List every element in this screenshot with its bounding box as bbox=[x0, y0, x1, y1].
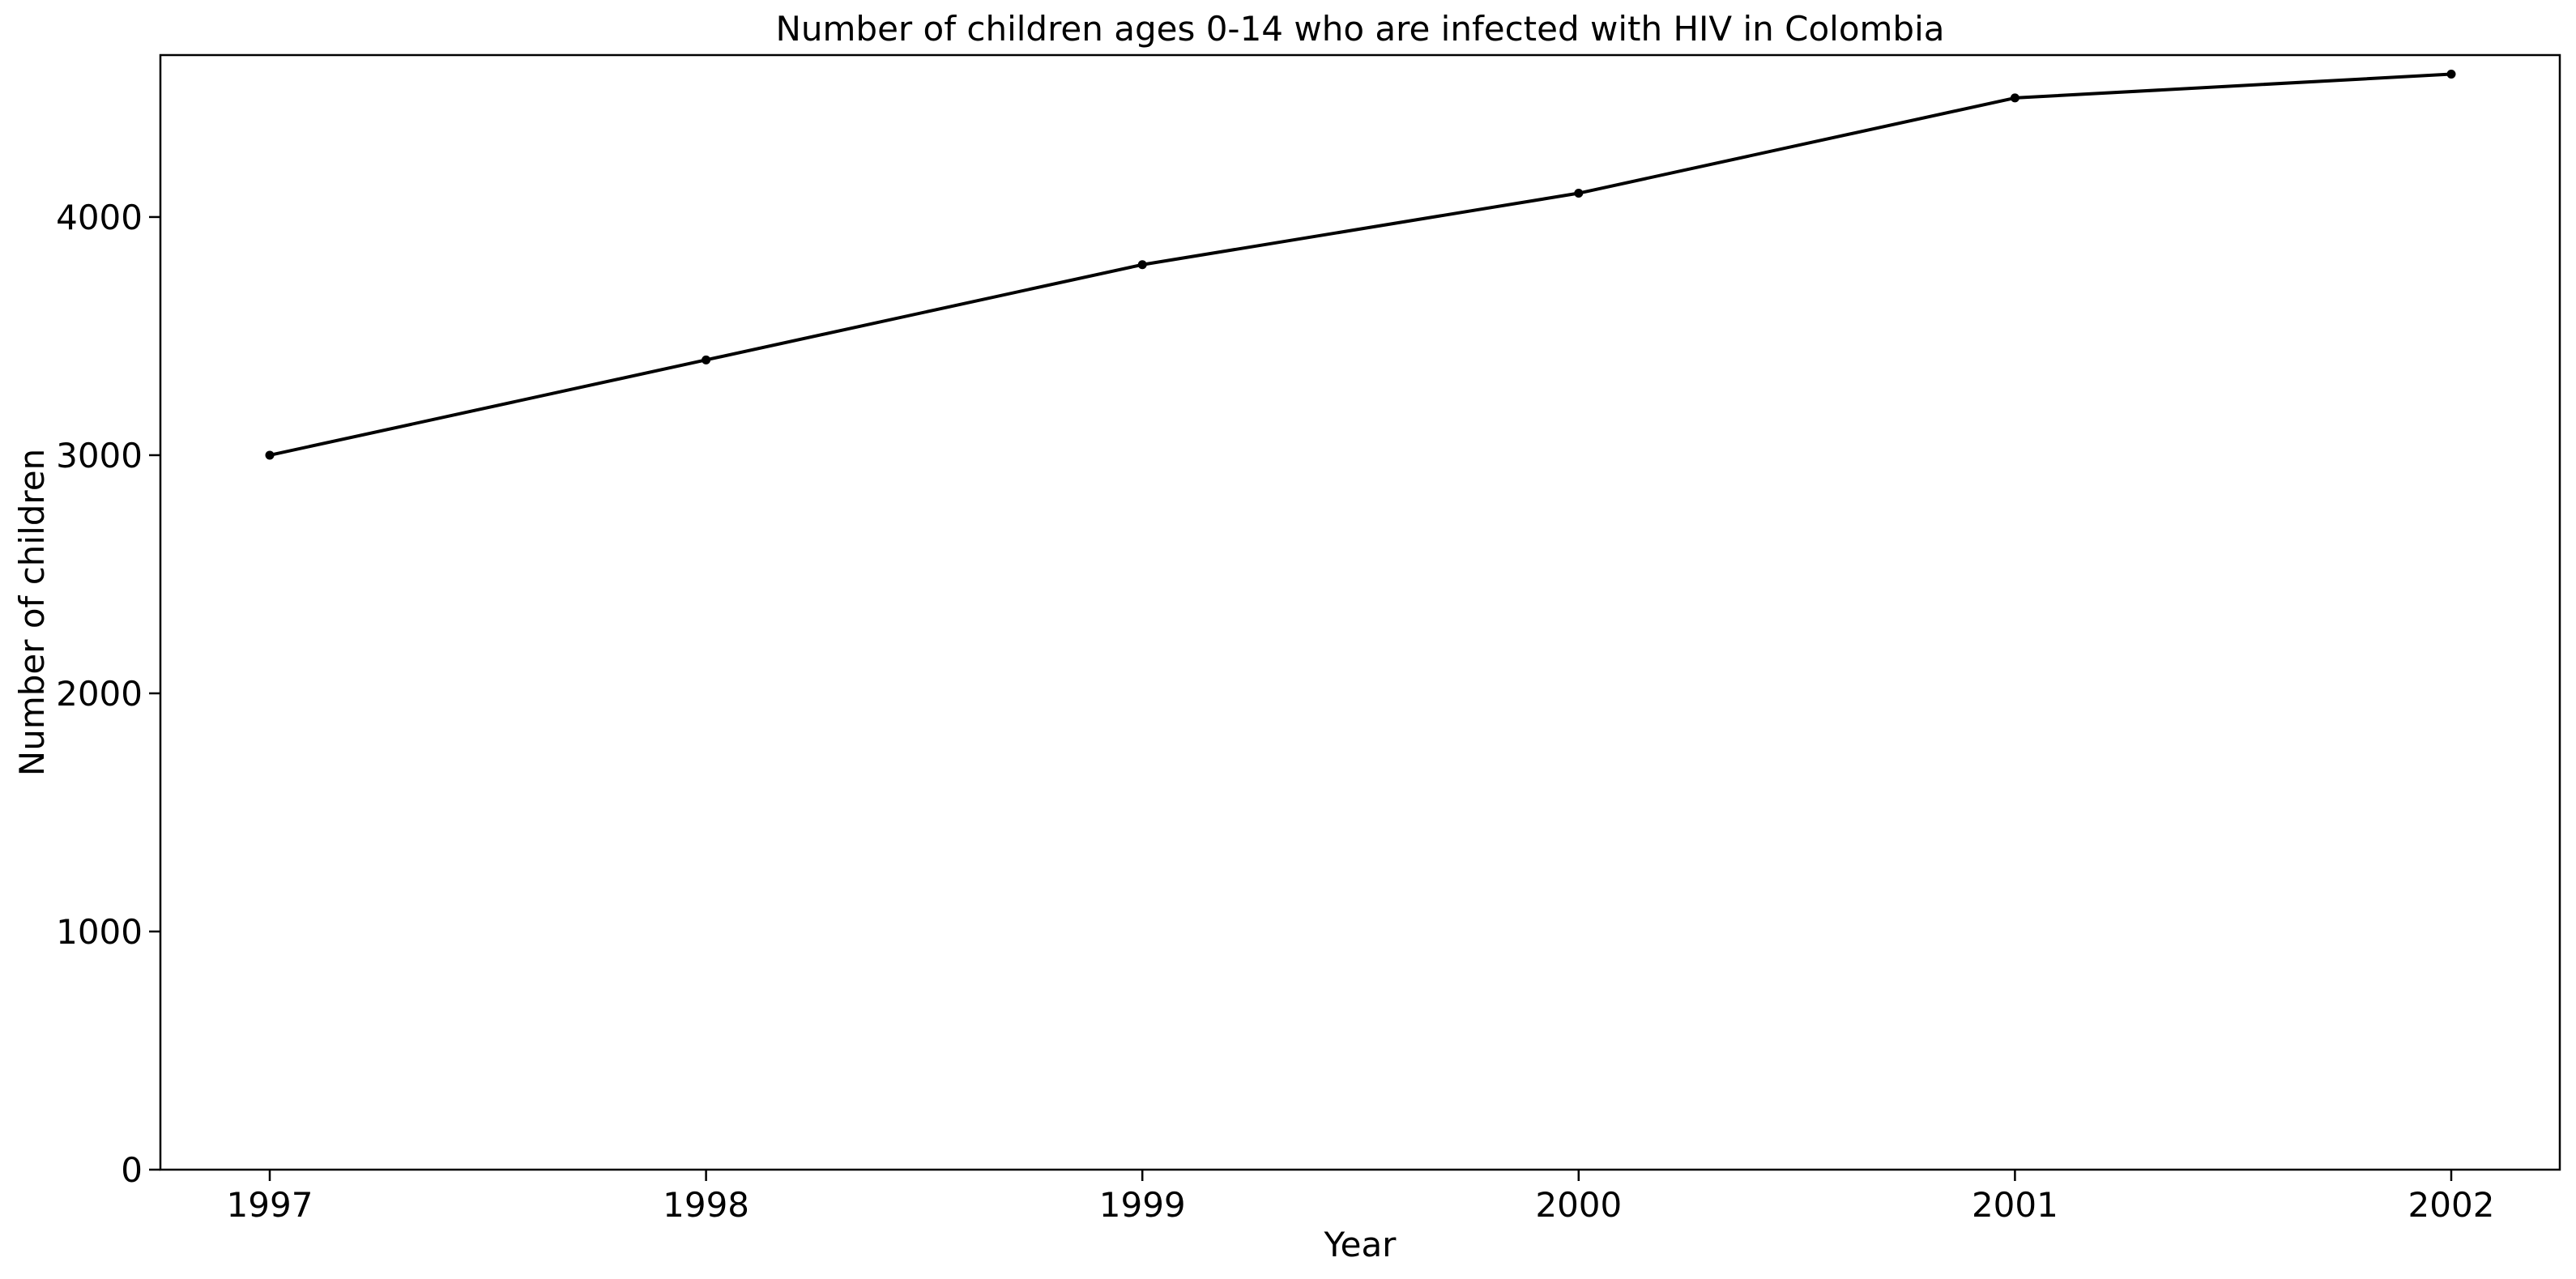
y-tick-label: 4000 bbox=[56, 198, 143, 237]
series-line bbox=[269, 72, 2452, 457]
x-tick-label: 1998 bbox=[663, 1185, 749, 1225]
data-point bbox=[1574, 189, 1584, 198]
x-tick-label: 2000 bbox=[1535, 1185, 1622, 1225]
data-point bbox=[702, 355, 711, 365]
x-tick-label: 1999 bbox=[1099, 1185, 1186, 1225]
y-axis-ticks: 0 1000 2000 3000 4000 bbox=[56, 198, 160, 1190]
y-axis-label: Number of children bbox=[12, 449, 52, 776]
data-point bbox=[2446, 70, 2456, 79]
x-tick-label: 2002 bbox=[2408, 1185, 2495, 1225]
x-axis-ticks: 1997 1998 1999 2000 2001 2002 bbox=[227, 1170, 2495, 1225]
chart-title: Number of children ages 0-14 who are inf… bbox=[775, 9, 1944, 49]
data-point bbox=[265, 450, 275, 460]
y-tick-label: 2000 bbox=[56, 674, 143, 714]
x-tick-label: 1997 bbox=[227, 1185, 313, 1225]
x-tick-label: 2001 bbox=[1972, 1185, 2058, 1225]
y-tick-label: 1000 bbox=[56, 912, 143, 952]
y-tick-label: 0 bbox=[121, 1150, 143, 1190]
series-layer bbox=[265, 70, 2456, 460]
y-tick-label: 3000 bbox=[56, 436, 143, 475]
data-point bbox=[2010, 93, 2019, 103]
x-axis-label: Year bbox=[1324, 1225, 1397, 1264]
data-point bbox=[1137, 260, 1147, 270]
plot-frame bbox=[159, 53, 2561, 1171]
plot-background bbox=[160, 55, 2560, 1170]
